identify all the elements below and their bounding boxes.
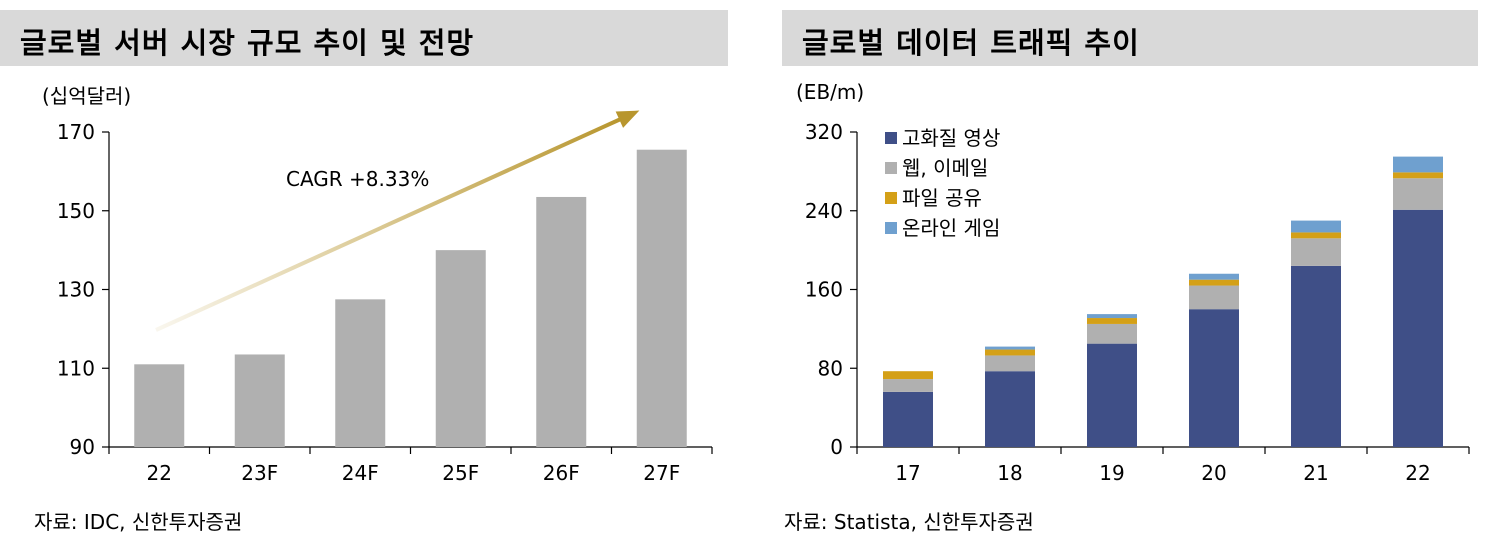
x-tick-label: 22 [147,461,172,485]
cagr-annotation: CAGR +8.33% [286,167,429,191]
bar-segment-21-1 [1291,238,1341,266]
cagr-arrow-line [155,116,624,332]
y-tick-label: 240 [805,199,843,223]
bar-segment-17-0 [883,391,933,447]
bar-27F [636,149,687,447]
y-tick-label: 130 [57,278,95,302]
x-tick-label: 23F [241,461,278,485]
bar-segment-19-1 [1087,323,1137,344]
bar-segment-20-3 [1189,273,1239,280]
server-market-chart: 90 110 130 150 170 22 23F 24F 25F 26F 27F CAGR +8.3… [57,110,713,485]
legend-swatch [885,222,897,234]
source-label: 자료: IDC, 신한투자증권 [34,510,243,534]
bar-segment-19-2 [1087,318,1137,324]
y-tick-label: 0 [830,435,843,459]
x-tick-label: 22 [1405,461,1430,485]
bar-segment-22-0 [1393,209,1443,447]
x-tick-label: 19 [1099,461,1124,485]
bar-24F [335,299,386,447]
server-market-panel: 글로벌 서버 시장 규모 추이 및 전망 (십억달러) 90 110 130 150 1… [0,0,740,546]
legend-swatch [885,192,897,204]
x-tick-label: 17 [895,461,920,485]
bar-segment-20-2 [1189,279,1239,286]
y-tick-label: 90 [70,435,95,459]
x-tick-label: 27F [643,461,680,485]
bar-22 [134,364,185,447]
bar-segment-18-1 [985,355,1035,372]
bar-segment-20-0 [1189,309,1239,447]
cagr-arrow-head [615,110,640,128]
legend-swatch [885,132,897,144]
bar-segment-21-2 [1291,232,1341,239]
bar-segment-22-1 [1393,178,1443,210]
unit-label: (십억달러) [42,84,132,108]
x-tick-label: 18 [997,461,1022,485]
legend-label: 파일 공유 [902,186,982,210]
bar-segment-17-2 [883,371,933,380]
y-tick-label: 170 [57,120,95,144]
x-tick-label: 25F [442,461,479,485]
data-traffic-panel: 글로벌 데이터 트래픽 추이 (EB/m) 0 80 160 240 320 17 18 19… [782,0,1492,546]
y-tick-label: 320 [805,120,843,144]
bar-segment-19-0 [1087,343,1137,447]
legend-label: 온라인 게임 [902,216,1000,240]
x-tick-label: 20 [1201,461,1226,485]
y-tick-label: 160 [805,278,843,302]
x-tick-label: 24F [342,461,379,485]
bar-segment-18-3 [985,346,1035,350]
legend-swatch [885,162,897,174]
title-bar: 글로벌 서버 시장 규모 추이 및 전망 [0,10,728,66]
y-tick-label: 150 [57,199,95,223]
bar-segment-20-1 [1189,285,1239,310]
source-label: 자료: Statista, 신한투자증권 [784,510,1034,534]
chart-title: 글로벌 서버 시장 규모 추이 및 전망 [20,26,475,60]
bar-segment-21-0 [1291,265,1341,447]
x-tick-label: 21 [1303,461,1328,485]
chart-title: 글로벌 데이터 트래픽 추이 [802,26,1140,60]
y-tick-label: 80 [818,356,843,380]
x-tick-label: 26F [543,461,580,485]
legend-label: 웹, 이메일 [902,156,988,180]
unit-label: (EB/m) [796,80,865,104]
bar-segment-22-2 [1393,172,1443,179]
bar-segment-17-1 [883,379,933,392]
y-tick-label: 110 [57,356,95,380]
bar-segment-18-2 [985,349,1035,356]
bar-segment-21-3 [1291,220,1341,233]
bar-23F [234,354,285,447]
bar-segment-19-3 [1087,314,1137,319]
bar-26F [536,196,587,447]
legend-label: 고화질 영상 [902,126,1000,150]
title-bar: 글로벌 데이터 트래픽 추이 [782,10,1478,66]
bar-25F [435,250,486,447]
bar-segment-18-0 [985,371,1035,447]
bar-segment-22-3 [1393,156,1443,173]
